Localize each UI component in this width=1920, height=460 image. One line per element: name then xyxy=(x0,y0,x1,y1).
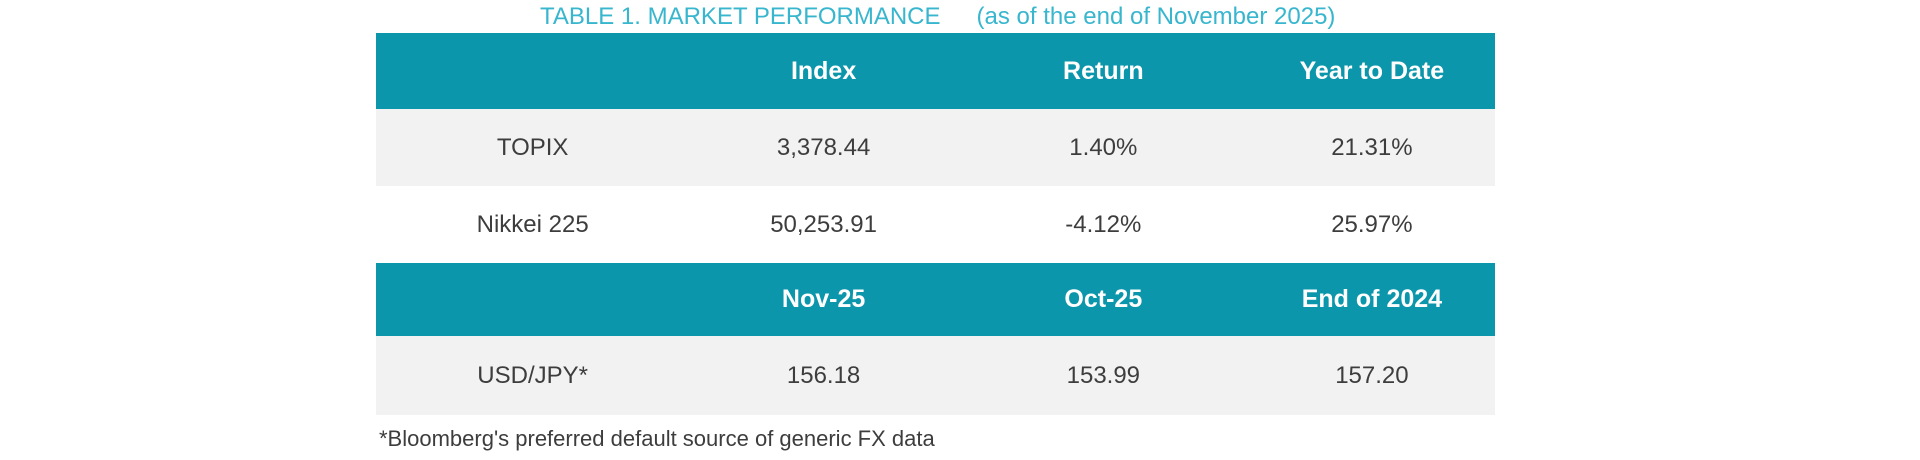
fx-header-row: Nov-25 Oct-25 End of 2024 xyxy=(376,263,1495,336)
nikkei-label: Nikkei 225 xyxy=(476,210,589,238)
header-end-of-2024: End of 2024 xyxy=(1248,263,1495,336)
market-performance-section: TABLE 1. MARKET PERFORMANCE (as of the e… xyxy=(376,0,1495,452)
table-row-usdjpy: USD/JPY* 156.18 153.99 157.20 xyxy=(376,336,1495,415)
index-header-row: Index Return Year to Date xyxy=(376,33,1495,109)
header-year-to-date: Year to Date xyxy=(1248,33,1495,109)
header-nov-25: Nov-25 xyxy=(689,263,958,336)
header-return: Return xyxy=(957,33,1249,109)
topix-return-value: 1.40% xyxy=(957,109,1249,186)
topix-index-value: 3,378.44 xyxy=(689,109,958,186)
table-row-nikkei: Nikkei 225 50,253.91 -4.12% 25.97% xyxy=(376,186,1495,263)
table-title-bar: TABLE 1. MARKET PERFORMANCE (as of the e… xyxy=(376,0,1495,33)
nikkei-return-value: -4.12% xyxy=(1065,210,1142,238)
header-blank-cell xyxy=(376,33,690,109)
table-title: TABLE 1. MARKET PERFORMANCE xyxy=(540,2,941,30)
nikkei-ytd-value: 25.97% xyxy=(1331,210,1413,238)
nikkei-index-value: 50,253.91 xyxy=(770,210,877,238)
usdjpy-nov-value: 156.18 xyxy=(689,336,958,415)
topix-ytd-value: 21.31% xyxy=(1248,109,1495,186)
usdjpy-end2024-value: 157.20 xyxy=(1248,336,1495,415)
topix-label: TOPIX xyxy=(376,109,690,186)
usdjpy-oct-value: 153.99 xyxy=(957,336,1249,415)
table-title-date: (as of the end of November 2025) xyxy=(976,2,1336,30)
fx-data-footnote: *Bloomberg's preferred default source of… xyxy=(379,426,935,451)
header-index: Index xyxy=(689,33,958,109)
table-row-topix: TOPIX 3,378.44 1.40% 21.31% xyxy=(376,109,1495,186)
header-oct-25: Oct-25 xyxy=(957,263,1249,336)
fx-header-blank-cell xyxy=(376,263,690,336)
market-performance-table: Index Return Year to Date TOPIX 3,378.44… xyxy=(376,33,1495,415)
usdjpy-label: USD/JPY* xyxy=(376,336,690,415)
